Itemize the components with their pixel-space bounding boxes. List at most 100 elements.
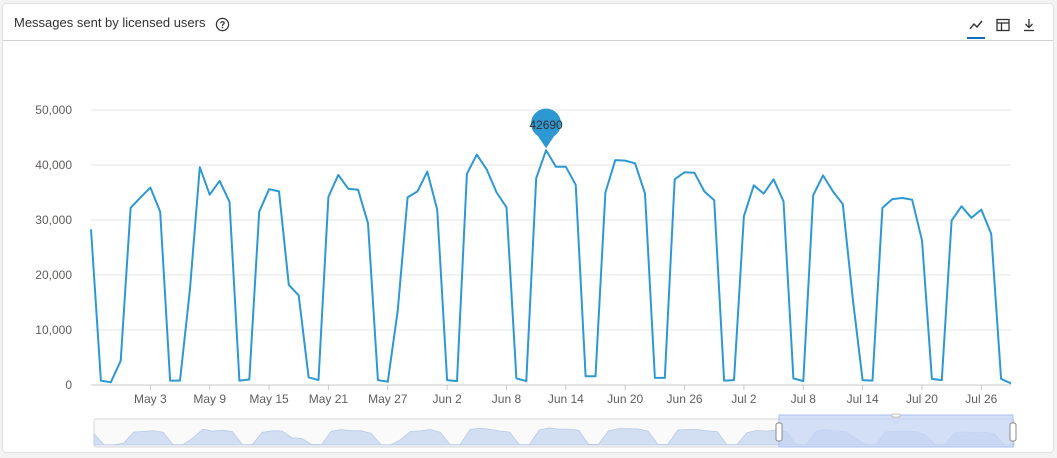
data-point — [713, 199, 715, 201]
data-point — [357, 189, 359, 191]
data-point — [258, 211, 260, 213]
data-point — [119, 360, 121, 362]
data-point — [238, 379, 240, 381]
data-point — [327, 196, 329, 198]
data-point — [495, 191, 497, 193]
data-point — [852, 297, 854, 299]
data-point — [960, 205, 962, 207]
data-point — [644, 192, 646, 194]
y-tick-label: 40,000 — [35, 158, 72, 172]
chart-card: Messages sent by licensed users — [2, 3, 1054, 453]
data-point — [456, 380, 458, 382]
data-point — [723, 379, 725, 381]
x-tick-label: Jun 20 — [607, 392, 643, 406]
data-point — [654, 377, 656, 379]
x-tick-label: Jul 26 — [965, 392, 997, 406]
data-point — [911, 198, 913, 200]
download-icon[interactable] — [1021, 17, 1037, 33]
data-point — [683, 171, 685, 173]
data-point — [466, 173, 468, 175]
table-view-icon[interactable] — [995, 17, 1011, 33]
y-tick-label: 50,000 — [35, 103, 72, 117]
data-point — [693, 172, 695, 174]
data-point — [634, 162, 636, 164]
data-point — [298, 294, 300, 296]
data-point — [159, 211, 161, 213]
x-tick-label: Jul 20 — [906, 392, 938, 406]
data-point — [406, 196, 408, 198]
data-point — [100, 379, 102, 381]
data-point — [664, 377, 666, 379]
y-tick-label: 10,000 — [35, 323, 72, 337]
range-selector-handle-left[interactable] — [775, 422, 783, 442]
data-point — [703, 190, 705, 192]
data-point — [288, 284, 290, 286]
data-point — [753, 184, 755, 186]
x-tick-label: May 9 — [193, 392, 226, 406]
data-point — [189, 289, 191, 291]
data-point — [842, 203, 844, 205]
data-point — [446, 379, 448, 381]
data-point — [545, 149, 547, 151]
data-point — [476, 153, 478, 155]
data-point — [485, 168, 487, 170]
data-point — [802, 380, 804, 382]
data-point — [950, 219, 952, 221]
data-point — [317, 379, 319, 381]
data-point — [426, 170, 428, 172]
x-tick-label: Jul 14 — [847, 392, 879, 406]
y-tick-label: 0 — [65, 378, 72, 392]
data-point — [228, 201, 230, 203]
question-circle-icon[interactable] — [215, 17, 230, 32]
data-point — [387, 381, 389, 383]
data-point — [614, 159, 616, 161]
data-point — [782, 200, 784, 202]
data-point — [416, 190, 418, 192]
data-point — [881, 207, 883, 209]
data-point — [762, 192, 764, 194]
data-point — [377, 379, 379, 381]
data-point — [594, 375, 596, 377]
data-point — [565, 165, 567, 167]
data-point — [90, 228, 92, 230]
data-point — [436, 208, 438, 210]
data-point — [970, 217, 972, 219]
x-tick-label: Jun 14 — [548, 392, 584, 406]
active-view-indicator — [967, 37, 985, 39]
data-point — [505, 206, 507, 208]
range-selector-handle-right[interactable] — [1009, 422, 1017, 442]
data-point — [179, 379, 181, 381]
data-point — [832, 190, 834, 192]
data-point — [139, 196, 141, 198]
x-tick-label: Jul 8 — [791, 392, 817, 406]
tooltip-label: 42690 — [529, 118, 563, 132]
data-point — [129, 207, 131, 209]
data-point — [812, 194, 814, 196]
data-point — [624, 159, 626, 161]
range-selector-window[interactable] — [778, 414, 1014, 448]
data-point — [218, 180, 220, 182]
x-tick-label: Jun 8 — [492, 392, 522, 406]
line-chart-view-icon[interactable] — [968, 17, 984, 33]
data-point — [822, 174, 824, 176]
data-point — [931, 378, 933, 380]
x-tick-label: May 15 — [249, 392, 289, 406]
x-tick-label: Jul 2 — [731, 392, 757, 406]
x-tick-label: May 3 — [134, 392, 167, 406]
data-point — [941, 379, 943, 381]
data-point — [792, 377, 794, 379]
data-point — [525, 380, 527, 382]
data-point — [169, 379, 171, 381]
data-point — [921, 239, 923, 241]
data-point — [268, 188, 270, 190]
card-title: Messages sent by licensed users — [14, 15, 206, 30]
data-point — [575, 184, 577, 186]
card-header: Messages sent by licensed users — [3, 4, 1053, 41]
data-point — [367, 222, 369, 224]
data-point — [515, 377, 517, 379]
tooltip-pin — [531, 108, 562, 149]
data-point — [1000, 378, 1002, 380]
range-selector-grip[interactable] — [891, 413, 901, 418]
data-point — [555, 165, 557, 167]
data-point — [584, 375, 586, 377]
